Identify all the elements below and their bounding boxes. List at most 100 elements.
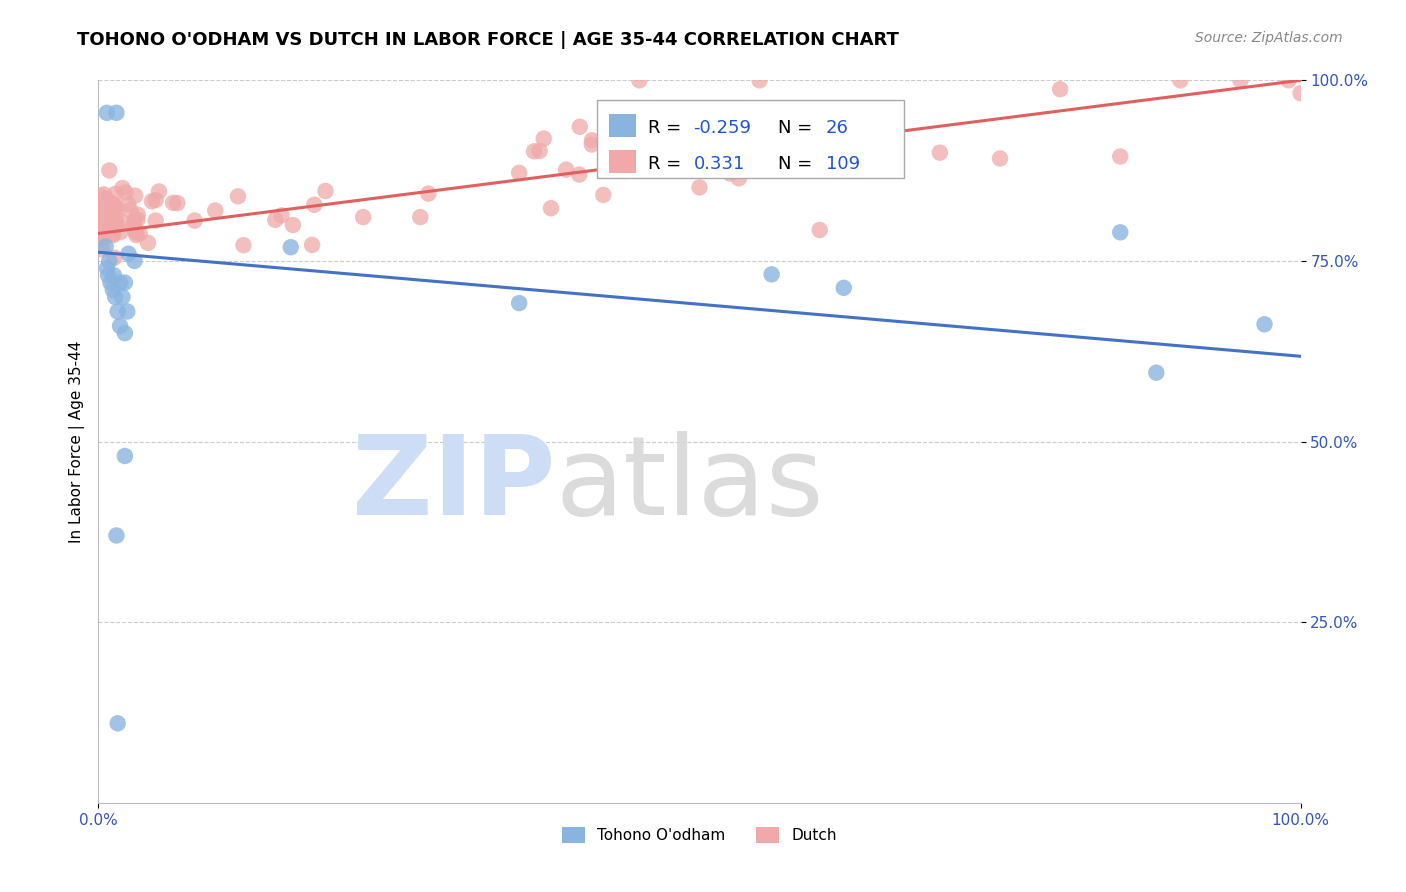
Y-axis label: In Labor Force | Age 35-44: In Labor Force | Age 35-44 <box>69 341 84 542</box>
Point <box>1109 149 1132 163</box>
Text: TOHONO O'ODHAM VS DUTCH IN LABOR FORCE | AGE 35-44 CORRELATION CHART: TOHONO O'ODHAM VS DUTCH IN LABOR FORCE |… <box>77 31 900 49</box>
Point <box>89 196 111 211</box>
Text: 26: 26 <box>825 119 849 136</box>
Point <box>117 304 139 318</box>
Point <box>232 238 254 252</box>
Point <box>533 131 555 145</box>
Point <box>111 290 134 304</box>
Point <box>124 213 146 227</box>
Point <box>127 208 149 222</box>
Point <box>301 238 323 252</box>
Point <box>688 180 710 194</box>
Text: N =: N = <box>778 119 818 136</box>
Point <box>928 145 950 160</box>
Point <box>304 198 326 212</box>
Point <box>114 276 136 290</box>
Point <box>101 283 124 297</box>
Point <box>1277 73 1299 87</box>
Point <box>90 242 112 256</box>
Point <box>107 716 129 731</box>
Point <box>166 196 188 211</box>
Point <box>647 125 669 139</box>
Point <box>97 268 120 283</box>
Point <box>94 192 117 206</box>
Point <box>692 156 714 170</box>
Point <box>808 223 831 237</box>
Point <box>124 188 146 202</box>
Point <box>90 215 112 229</box>
Point <box>94 205 117 219</box>
Point <box>98 217 121 231</box>
Text: N =: N = <box>778 155 818 173</box>
Point <box>136 235 159 250</box>
Point <box>114 449 136 463</box>
Point <box>108 318 131 333</box>
Point <box>110 214 132 228</box>
Point <box>117 246 139 260</box>
Point <box>264 212 287 227</box>
Point <box>94 239 117 253</box>
Point <box>508 166 530 180</box>
Point <box>105 528 128 542</box>
Point <box>162 195 184 210</box>
Point <box>124 253 146 268</box>
Point <box>628 73 651 87</box>
Point <box>761 268 783 282</box>
Text: R =: R = <box>648 155 686 173</box>
Text: atlas: atlas <box>555 432 824 539</box>
Point <box>100 204 122 219</box>
Point <box>104 290 127 304</box>
Point <box>718 166 741 180</box>
Point <box>730 131 752 145</box>
Point <box>103 268 125 283</box>
Point <box>114 326 136 340</box>
Point <box>1144 366 1167 380</box>
Point <box>727 171 749 186</box>
Point <box>832 281 855 295</box>
Point <box>1049 82 1071 96</box>
Text: R =: R = <box>648 119 686 136</box>
Point <box>104 186 127 201</box>
Point <box>315 184 337 198</box>
Point <box>122 222 145 236</box>
Point <box>664 154 686 169</box>
Point <box>93 199 115 213</box>
Point <box>581 137 603 152</box>
Point <box>103 200 125 214</box>
Point <box>555 162 578 177</box>
Point <box>103 251 125 265</box>
Point <box>110 225 132 239</box>
Point <box>592 188 614 202</box>
Point <box>633 160 655 174</box>
Point <box>713 114 735 128</box>
Point <box>104 206 127 220</box>
Point <box>658 131 681 145</box>
Point <box>101 196 124 211</box>
Point <box>91 227 114 241</box>
Bar <box>609 150 636 173</box>
Point <box>101 227 124 241</box>
Point <box>89 209 111 223</box>
Text: ZIP: ZIP <box>352 432 555 539</box>
Point <box>97 211 120 225</box>
Point <box>1109 225 1132 239</box>
Point <box>105 217 128 231</box>
Point <box>125 226 148 240</box>
Point <box>523 145 546 159</box>
Point <box>114 186 136 200</box>
Point <box>281 218 304 232</box>
Point <box>93 187 115 202</box>
Point <box>529 144 551 158</box>
Point <box>96 105 118 120</box>
Point <box>148 185 170 199</box>
Point <box>540 201 562 215</box>
Point <box>409 210 432 224</box>
Point <box>93 231 115 245</box>
Point <box>613 164 636 178</box>
Point <box>100 276 122 290</box>
Point <box>145 193 167 207</box>
Point <box>226 189 249 203</box>
Point <box>90 219 112 233</box>
Point <box>96 261 118 276</box>
Point <box>145 213 167 227</box>
